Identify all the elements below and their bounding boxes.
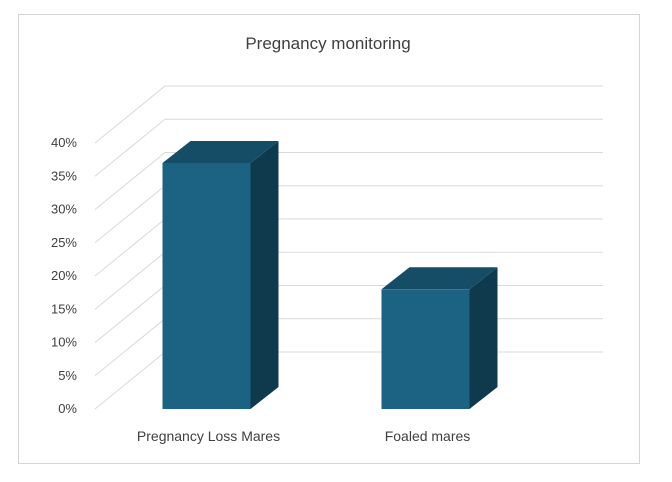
bar-top-face (162, 140, 279, 163)
x-category-label: Foaled mares (385, 428, 471, 444)
y-tick-label: 5% (58, 368, 77, 383)
y-tick-label: 20% (51, 268, 77, 283)
bar-top-face (381, 267, 498, 290)
chart-title: Pregnancy monitoring (245, 34, 410, 53)
y-tick-label: 30% (51, 202, 77, 217)
gridline (94, 152, 603, 210)
gridline (94, 85, 603, 144)
x-axis-labels: Pregnancy Loss Mares Foaled mares (137, 428, 470, 444)
y-tick-label: 10% (51, 335, 77, 350)
gridline (94, 118, 603, 177)
y-axis-ticks: 0% 5% 10% 15% 20% 25% 30% 35% 40% (51, 135, 77, 416)
bar-2 (381, 267, 498, 409)
y-tick-label: 25% (51, 235, 77, 250)
bar-1 (162, 140, 279, 409)
y-tick-label: 40% (51, 135, 77, 150)
y-tick-label: 15% (51, 301, 77, 316)
x-category-label: Pregnancy Loss Mares (137, 428, 280, 444)
chart-area (18, 14, 640, 464)
y-tick-label: 0% (58, 401, 77, 416)
bar-front-face (381, 289, 470, 409)
y-tick-label: 35% (51, 168, 77, 183)
bar-side-face (469, 267, 498, 409)
bar-front-face (162, 162, 251, 409)
bar-side-face (250, 140, 279, 409)
bars (162, 140, 498, 409)
